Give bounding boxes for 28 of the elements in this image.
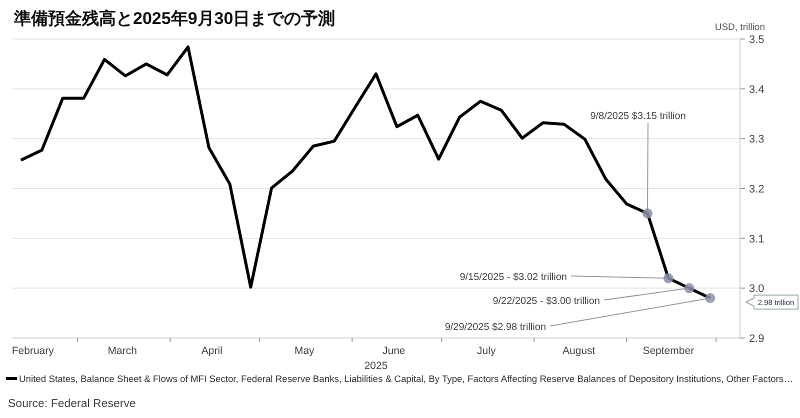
legend: United States, Balance Sheet & Flows of MFI Sector, Federal Reserve Banks, Liabilities & Capital, By Type, Factors Affecting Reserve Balances of Depository Institutions, Other Factors… bbox=[6, 373, 793, 384]
x-tick-label: April bbox=[201, 345, 222, 357]
x-tick-label: May bbox=[294, 345, 316, 357]
x-axis-title: 2025 bbox=[364, 360, 388, 372]
source-note: Source: Federal Reserve bbox=[8, 398, 136, 410]
annotation: 9/22/2025 - $3.00 trillion bbox=[492, 296, 600, 307]
x-tick-label: September bbox=[642, 345, 695, 357]
y-tick-label: 2.9 bbox=[749, 333, 764, 345]
y-axis-title: USD, trillion bbox=[714, 22, 765, 33]
y-tick-label: 3.3 bbox=[749, 134, 764, 146]
x-tick-label: March bbox=[108, 345, 138, 357]
y-tick-label: 3.5 bbox=[749, 34, 764, 46]
annotation: 9/29/2025 $2.98 trillion bbox=[444, 322, 546, 333]
y-tick-label: 3.1 bbox=[749, 233, 764, 246]
y-tick-label: 3.4 bbox=[749, 84, 764, 96]
x-tick-label: August bbox=[562, 345, 596, 357]
point bbox=[642, 208, 653, 218]
annotation: 9/15/2025 - $3.02 trillion bbox=[460, 272, 567, 283]
y-tick-label: 3.2 bbox=[749, 184, 764, 196]
x-tick-label: July bbox=[477, 345, 496, 357]
x-tick-label: February bbox=[12, 345, 55, 357]
point bbox=[705, 293, 716, 304]
annotation: 9/8/2025 $3.15 trillion bbox=[590, 111, 686, 122]
chart-title: 準備預金残高と2025年9月30日までの予測 bbox=[13, 9, 336, 28]
y-tick-label: 3.0 bbox=[749, 283, 764, 296]
point bbox=[684, 283, 694, 294]
x-tick-label: June bbox=[382, 345, 406, 357]
point bbox=[663, 273, 674, 284]
